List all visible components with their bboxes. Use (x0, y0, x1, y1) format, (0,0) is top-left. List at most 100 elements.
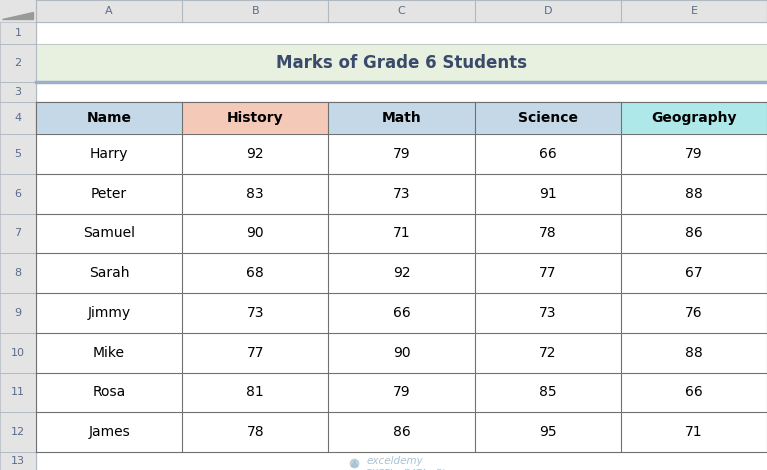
Bar (36, 134, 183, 174)
Bar (0, 373, 36, 412)
Text: 8: 8 (15, 268, 21, 278)
Bar (475, 333, 621, 373)
Bar (328, 213, 475, 253)
Bar (36, 373, 183, 412)
Text: Peter: Peter (91, 187, 127, 201)
Text: 66: 66 (393, 306, 410, 320)
Bar (183, 412, 328, 452)
Bar (328, 174, 475, 213)
Text: 91: 91 (539, 187, 557, 201)
Bar (475, 412, 621, 452)
Text: Sarah: Sarah (89, 266, 130, 280)
Bar (183, 174, 328, 213)
Text: Name: Name (87, 111, 132, 125)
Bar (621, 373, 767, 412)
Text: 83: 83 (246, 187, 264, 201)
Text: 3: 3 (15, 87, 21, 97)
Text: 10: 10 (11, 348, 25, 358)
Text: 71: 71 (393, 227, 410, 240)
Text: E: E (690, 6, 697, 16)
Bar (328, 134, 475, 174)
Text: 73: 73 (246, 306, 264, 320)
Bar (475, 373, 621, 412)
Bar (0, 293, 36, 333)
Text: 88: 88 (685, 345, 703, 360)
Text: Mike: Mike (93, 345, 125, 360)
Bar (621, 253, 767, 293)
Text: 79: 79 (685, 147, 703, 161)
Text: 2: 2 (15, 58, 21, 68)
Bar (621, 293, 767, 333)
Text: 9: 9 (15, 308, 21, 318)
Text: exceldemy: exceldemy (367, 456, 423, 466)
Bar (183, 134, 328, 174)
Text: 73: 73 (539, 306, 556, 320)
Bar (475, 293, 621, 333)
Bar (475, 253, 621, 293)
Bar (328, 373, 475, 412)
Text: 77: 77 (539, 266, 556, 280)
Text: A: A (105, 6, 113, 16)
Bar (0, 174, 36, 213)
Bar (36, 412, 183, 452)
Bar (183, 253, 328, 293)
Bar (183, 373, 328, 412)
Bar (328, 253, 475, 293)
Bar (621, 333, 767, 373)
Text: Science: Science (518, 111, 578, 125)
Bar (621, 213, 767, 253)
Bar (0, 452, 36, 470)
Text: 66: 66 (685, 385, 703, 400)
Bar (36, 213, 183, 253)
Bar (36, 174, 183, 213)
Bar (621, 102, 767, 134)
Text: 90: 90 (246, 227, 264, 240)
Text: 92: 92 (246, 147, 264, 161)
Text: 95: 95 (539, 425, 557, 439)
Bar (0, 82, 36, 102)
Bar (183, 293, 328, 333)
Text: 86: 86 (393, 425, 410, 439)
Bar (0, 44, 36, 82)
Bar (475, 134, 621, 174)
Bar (183, 102, 328, 134)
Bar (36, 333, 183, 373)
Text: 67: 67 (685, 266, 703, 280)
Text: 76: 76 (685, 306, 703, 320)
Text: Geography: Geography (651, 111, 736, 125)
Bar (183, 213, 328, 253)
Text: 72: 72 (539, 345, 556, 360)
Polygon shape (2, 12, 33, 19)
Bar (36, 253, 183, 293)
Bar (0, 333, 36, 373)
Text: 79: 79 (393, 385, 410, 400)
Bar (328, 333, 475, 373)
Text: 4: 4 (15, 113, 21, 123)
Text: 77: 77 (246, 345, 264, 360)
Text: Jimmy: Jimmy (87, 306, 130, 320)
Text: 92: 92 (393, 266, 410, 280)
Text: 13: 13 (11, 456, 25, 466)
Text: C: C (397, 6, 406, 16)
Bar (36, 293, 183, 333)
Text: 12: 12 (11, 427, 25, 437)
Text: Samuel: Samuel (83, 227, 135, 240)
Text: 71: 71 (685, 425, 703, 439)
Bar (475, 102, 621, 134)
Bar (0, 253, 36, 293)
Text: D: D (544, 6, 552, 16)
Text: 86: 86 (685, 227, 703, 240)
Text: 6: 6 (15, 188, 21, 199)
Text: B: B (252, 6, 259, 16)
Bar (0, 22, 36, 44)
Bar (0, 102, 36, 134)
Bar (36, 44, 767, 82)
Text: 78: 78 (539, 227, 557, 240)
Text: 81: 81 (246, 385, 264, 400)
Text: 88: 88 (685, 187, 703, 201)
Bar (0, 213, 36, 253)
Text: Rosa: Rosa (93, 385, 126, 400)
Bar (328, 412, 475, 452)
Bar (621, 134, 767, 174)
Text: Marks of Grade 6 Students: Marks of Grade 6 Students (276, 54, 527, 72)
